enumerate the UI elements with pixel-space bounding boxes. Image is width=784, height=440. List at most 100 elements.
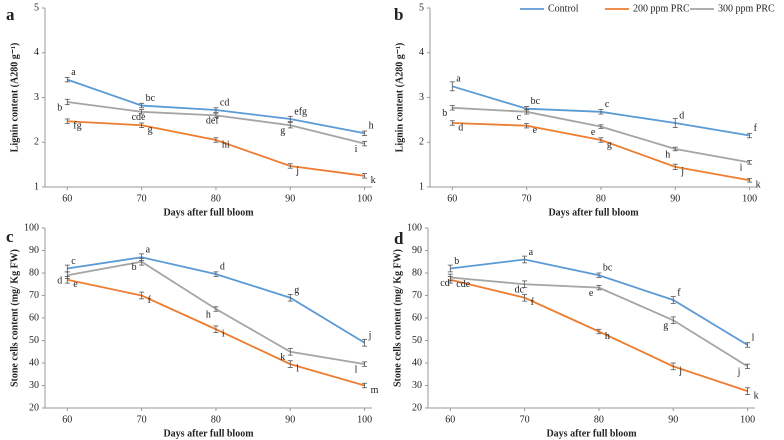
y-axis-title: Lignin content (A280 g⁻¹) [394,43,405,153]
y-tick-label: 50 [29,335,39,346]
x-axis-title: Days after full bloom [546,428,637,439]
series-line [67,120,365,177]
x-tick-label: 80 [594,414,604,425]
significance-label: a [146,245,151,256]
significance-label: j [678,366,682,377]
significance-label: i [355,144,358,155]
significance-label: m [371,385,379,396]
significance-label: c [517,112,522,123]
significance-label: cd [220,97,229,108]
series-line [67,260,365,366]
significance-label: bc [531,96,541,107]
x-axis-title: Days after full bloom [548,207,639,218]
panel-label: b [394,5,403,24]
y-tick-label: 1 [34,181,39,192]
significance-label: h [206,309,211,320]
significance-label: i [222,329,225,340]
significance-label: l [752,332,755,343]
panel-label: a [6,5,15,24]
x-tick-label: 70 [522,193,532,204]
y-tick-label: 100 [24,222,39,233]
significance-label: a [529,247,534,258]
series-line [452,122,750,182]
x-tick-label: 60 [62,414,72,425]
significance-label: dc [515,285,525,296]
significance-label: k [371,175,376,186]
significance-label: cd [440,278,449,289]
significance-label: g [607,139,612,150]
y-tick-label: 70 [29,290,39,301]
significance-label: e [73,279,78,290]
significance-label: f [531,297,535,308]
x-tick-label: 70 [137,414,147,425]
significance-label: hi [222,139,230,150]
significance-label: f [677,287,681,298]
significance-label: bc [603,263,613,274]
significance-label: bc [146,93,156,104]
y-tick-label: 90 [412,245,422,256]
x-tick-label: 60 [62,193,72,204]
y-tick-label: 20 [29,402,39,413]
significance-label: e [533,125,538,136]
significance-label: f [754,123,758,134]
x-axis-title: Days after full bloom [163,428,254,439]
x-tick-label: 60 [447,193,457,204]
y-tick-label: 80 [29,267,39,278]
significance-label: def [206,116,219,127]
y-tick-label: 1 [419,181,424,192]
x-tick-label: 90 [285,414,295,425]
legend-label: 200 ppm PRC [633,3,690,14]
y-tick-label: 90 [29,245,39,256]
significance-label: cde [456,279,470,290]
series-line [452,106,750,164]
y-tick-label: 40 [29,357,39,368]
significance-label: h [605,331,610,342]
y-tick-label: 50 [412,335,422,346]
y-axis-title: Stone cells content (mg/ Kg FW) [9,249,20,387]
y-tick-label: 2 [419,137,424,148]
x-tick-label: 80 [211,193,221,204]
significance-label: a [71,67,76,78]
x-tick-label: 60 [445,414,455,425]
x-tick-label: 70 [137,193,147,204]
significance-label: g [663,321,668,332]
legend-label: Control [548,3,579,14]
significance-label: j [680,166,684,177]
series-line [450,278,748,392]
significance-label: l [296,363,299,374]
significance-label: b [132,262,137,273]
y-tick-label: 3 [419,92,424,103]
significance-label: c [605,99,610,110]
significance-label: b [57,102,62,113]
x-tick-label: 90 [670,193,680,204]
y-tick-label: 3 [34,92,39,103]
significance-label: j [737,367,741,378]
y-tick-label: 70 [412,290,422,301]
x-tick-label: 70 [520,414,530,425]
y-tick-label: 60 [29,312,39,323]
significance-label: d [679,110,684,121]
y-tick-label: 4 [419,47,424,58]
y-tick-label: 2 [34,137,39,148]
x-tick-label: 100 [357,193,372,204]
significance-label: e [589,288,594,299]
significance-label: d [57,276,62,287]
y-tick-label: 80 [412,267,422,278]
significance-label: b [442,108,447,119]
x-tick-label: 90 [668,414,678,425]
significance-label: k [754,390,759,401]
significance-label: g [294,285,299,296]
significance-label: c [71,256,76,267]
y-tick-label: 40 [412,357,422,368]
significance-label: d [220,261,225,272]
significance-label: d [458,122,463,133]
panel-label: c [6,227,14,246]
y-axis-title: Lignin content (A280 g⁻¹) [9,43,20,153]
y-axis-title: Stone cells content (mg/ Kg FW) [392,249,403,387]
significance-label: l [355,364,358,375]
y-tick-label: 20 [412,402,422,413]
significance-label: a [456,74,461,85]
x-tick-label: 100 [357,414,372,425]
y-tick-label: 100 [407,222,422,233]
